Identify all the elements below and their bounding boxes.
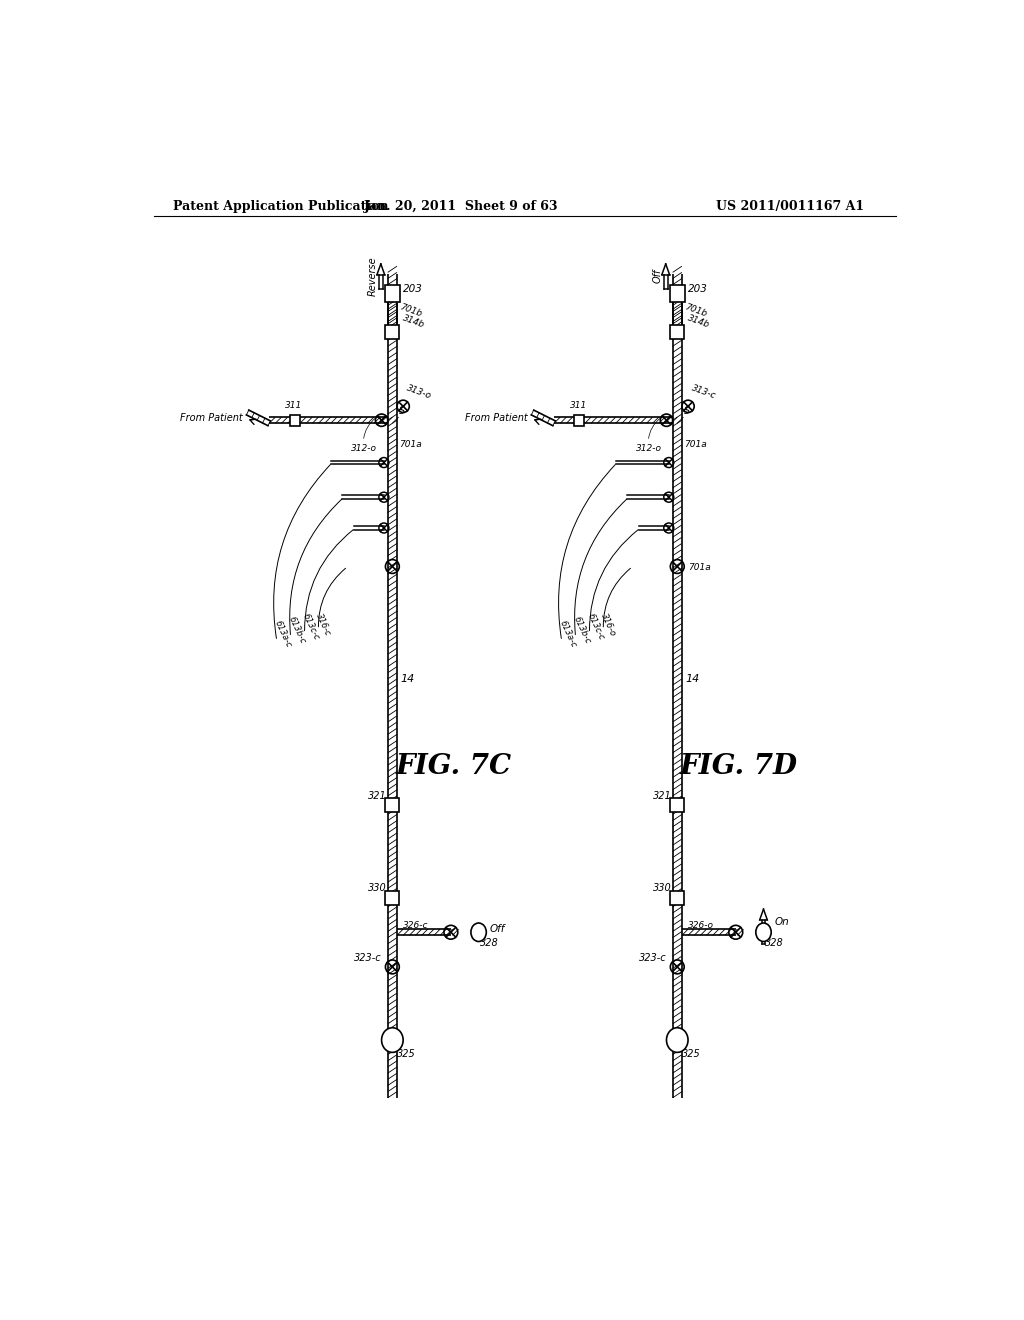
Text: 701a: 701a: [684, 440, 707, 449]
Bar: [385, 891, 399, 904]
Text: 314b: 314b: [686, 313, 712, 330]
Text: 613a-c: 613a-c: [273, 619, 293, 649]
Text: 323-c: 323-c: [639, 953, 667, 962]
Text: Jan. 20, 2011  Sheet 9 of 63: Jan. 20, 2011 Sheet 9 of 63: [365, 199, 559, 213]
Text: 613b-c: 613b-c: [287, 615, 307, 645]
Text: FIG. 7C: FIG. 7C: [396, 754, 512, 780]
Text: 321: 321: [368, 791, 386, 801]
Text: 203: 203: [403, 284, 423, 293]
Bar: [671, 891, 684, 904]
Text: 330: 330: [652, 883, 672, 894]
Bar: [385, 285, 400, 302]
Text: FIG. 7D: FIG. 7D: [680, 754, 798, 780]
Ellipse shape: [471, 923, 486, 941]
Text: 701b: 701b: [683, 302, 709, 318]
Bar: [290, 414, 300, 425]
Text: Off: Off: [489, 924, 505, 935]
Text: 311: 311: [286, 401, 302, 411]
Text: S: S: [684, 407, 690, 416]
Text: S: S: [399, 407, 406, 416]
Text: 326-o: 326-o: [688, 921, 714, 931]
Text: 701a: 701a: [688, 564, 711, 573]
Text: 328: 328: [480, 939, 499, 948]
Bar: [574, 414, 585, 425]
Bar: [671, 799, 684, 812]
Text: 328: 328: [765, 939, 783, 948]
Text: 330: 330: [368, 883, 386, 894]
Ellipse shape: [756, 923, 771, 941]
Text: 325: 325: [397, 1049, 416, 1059]
Text: 14: 14: [400, 675, 415, 684]
Text: 203: 203: [688, 284, 708, 293]
Text: US 2011/0011167 A1: US 2011/0011167 A1: [716, 199, 864, 213]
Bar: [385, 325, 399, 339]
Text: 311: 311: [570, 401, 588, 411]
Bar: [671, 325, 684, 339]
Text: 316-o: 316-o: [599, 612, 617, 638]
Text: 323-c: 323-c: [354, 953, 382, 962]
Text: From Patient: From Patient: [465, 413, 528, 422]
Text: 313-o: 313-o: [406, 383, 433, 401]
Text: 313-c: 313-c: [690, 384, 718, 401]
Text: On: On: [774, 916, 790, 927]
Text: 316-c: 316-c: [314, 612, 333, 638]
Text: 613a-c: 613a-c: [558, 619, 579, 649]
Text: 312-o: 312-o: [351, 418, 377, 453]
Text: Patent Application Publication: Patent Application Publication: [173, 199, 388, 213]
Text: 326-c: 326-c: [403, 921, 429, 931]
Text: 701a: 701a: [399, 440, 422, 449]
Text: Reverse: Reverse: [368, 256, 378, 296]
Text: 701b: 701b: [398, 302, 423, 318]
Text: 613c-c: 613c-c: [586, 612, 606, 642]
Text: 314b: 314b: [401, 313, 426, 330]
Text: From Patient: From Patient: [180, 413, 243, 422]
Text: 613b-c: 613b-c: [571, 615, 592, 645]
Bar: [670, 285, 685, 302]
Ellipse shape: [667, 1028, 688, 1052]
Ellipse shape: [382, 1028, 403, 1052]
Text: 312-o: 312-o: [636, 418, 662, 453]
Text: 14: 14: [686, 675, 700, 684]
Text: 613c-c: 613c-c: [301, 612, 321, 642]
Bar: [385, 799, 399, 812]
Text: 325: 325: [682, 1049, 700, 1059]
Text: 321: 321: [652, 791, 672, 801]
Text: Off: Off: [652, 269, 663, 284]
